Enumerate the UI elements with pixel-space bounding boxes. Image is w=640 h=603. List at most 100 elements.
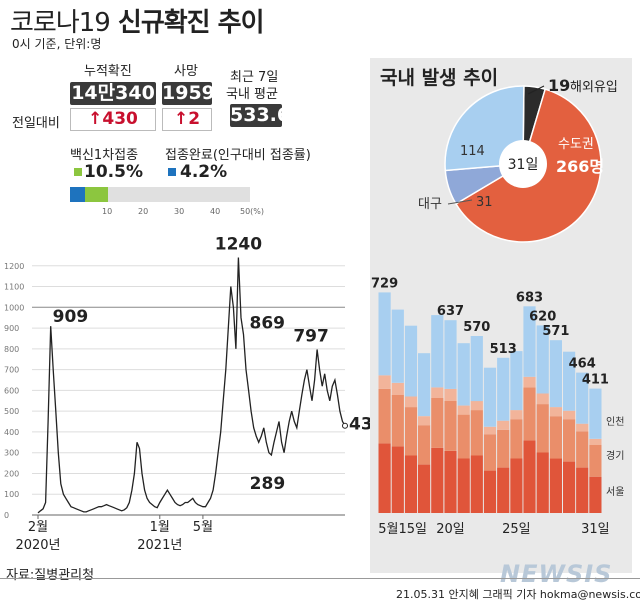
x-tick-label: 2월 [28,520,48,535]
pie-leader-line [527,85,545,95]
bar-x-tick-label: 25일 [502,522,531,537]
vacc-tick-40: 40 [210,207,221,216]
bar-segment [444,451,457,513]
bar-segment [444,401,457,451]
bar-x-tick-label: 31일 [581,522,610,537]
bar-segment [391,446,404,513]
bar-segment [523,440,536,513]
bar-segment [444,388,457,401]
first-dose-label: 백신1차접종 [70,148,139,163]
bar-segment [510,458,523,513]
vacc-tick-20: 20 [138,207,149,216]
pie-label-value: 31 [476,195,493,210]
bar-segment [536,393,549,405]
bar-total-label: 637 [437,304,464,319]
panel-title: 국내 발생 추이 [380,67,499,89]
x-tick-label: 5월 [193,520,213,535]
weekly-avg-value: 533.6 [230,104,291,127]
title-bold: 신규확진 추이 [117,8,265,38]
bar-segment [576,423,589,432]
pie-label-value: 19 [548,76,570,95]
data-label: 797 [293,326,329,346]
deaths-value: 1959 [162,82,215,105]
first-dose-value: 10.5% [84,162,143,182]
bar-segment [589,476,602,513]
bar-total-label: 411 [582,373,609,388]
bar-segment [549,407,562,417]
bar-segment [431,387,444,398]
bar-segment [431,447,444,513]
cumulative-label: 누적확진 [84,64,132,79]
completed-value: 4.2% [180,162,228,182]
bar-segment [444,320,457,389]
bar-segment [404,396,418,408]
y-tick-label: 700 [4,366,19,375]
cumulative-change: ↑430 [70,108,156,131]
y-tick-label: 300 [4,449,19,458]
bar-segment [497,420,510,430]
bar-segment [418,353,431,417]
bar-segment [418,464,431,513]
bar-segment [536,325,549,394]
data-label: 869 [250,314,286,334]
vacc-tick-10: 10 [102,207,113,216]
vaccination-bar-track [70,187,250,202]
bar-segment [378,443,391,513]
bar-segment [457,414,470,459]
bar-segment [497,357,510,421]
pie-label-name: 해외유입 [570,80,618,95]
line-chart: 0 100 200 300 400 500 600 700 800 900 1000 1100 1200… [4,234,370,553]
bar-segment [523,387,536,441]
weekly-avg-label-2: 국내 평균 [226,87,278,102]
bar-segment [404,455,418,513]
bar-segment [391,309,404,383]
bar-segment [483,426,497,435]
y-tick-label: 1100 [4,283,24,292]
pie-center [499,140,547,188]
y-tick-label: 1000 [4,303,24,312]
pie-label-name: 대구 [418,197,442,212]
bar-segment [576,372,589,424]
series-line [37,257,346,514]
pie-label-value: 266명 [556,157,604,176]
bar-segment [418,416,431,426]
bar-segment [404,407,418,456]
bar-segment [589,438,602,445]
y-tick-label: 400 [4,428,19,437]
bar-total-label: 729 [371,276,398,291]
y-tick-label: 600 [4,386,19,395]
bar-segment [523,306,536,377]
bar-total-label: 683 [516,290,543,305]
bar-segment [483,367,497,427]
deaths-label: 사망 [174,64,198,79]
bar-segment [576,431,589,468]
bar-segment [470,455,483,513]
bar-segment [549,340,562,408]
bar-segment [563,410,576,420]
title-main: 코로나19 [10,8,111,38]
bar-segment [378,388,391,444]
bar-segment [563,351,576,411]
cumulative-value: 14만340 [70,82,156,105]
series-label: 인천 [606,416,624,428]
last-point-marker [342,422,348,429]
first-dose-marker [74,168,82,176]
series-label: 경기 [606,449,624,462]
y-tick-label: 0 [4,511,9,520]
pie-label-name: 수도권 [558,137,594,152]
bar-segment [391,395,404,447]
y-tick-label: 200 [4,469,19,478]
footer-divider [0,578,640,579]
bar-segment [483,470,497,513]
completed-marker [168,168,176,176]
subtitle: 0시 기준, 단위:명 [12,37,102,51]
weekly-avg-label-1: 최근 7일 [230,70,279,85]
data-label: 289 [250,474,286,494]
bar-total-label: 620 [529,309,556,324]
data-label: 1240 [215,234,262,254]
bar-segment [431,315,444,388]
bar-segment [536,452,549,513]
pie-leader-line [447,199,473,205]
bar-segment [497,429,510,468]
